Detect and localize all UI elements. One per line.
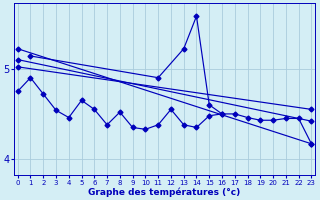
X-axis label: Graphe des températures (°c): Graphe des températures (°c) [88, 187, 241, 197]
